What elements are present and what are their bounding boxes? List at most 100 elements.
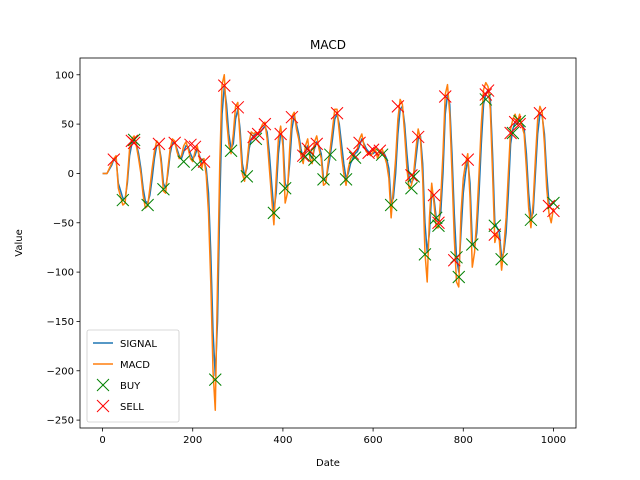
buy-marker (339, 173, 353, 186)
sell-marker (508, 115, 522, 129)
sell-marker (258, 117, 272, 131)
buy-marker (348, 151, 362, 165)
legend-swatch-sell (96, 399, 110, 413)
x-axis: 0 200 400 600 800 1000 (99, 428, 566, 446)
buy-marker (323, 148, 337, 162)
legend-label-buy: BUY (120, 381, 141, 392)
y-tick-label: −150 (47, 317, 74, 328)
buy-marker (177, 155, 191, 168)
buy-marker (278, 181, 292, 195)
x-tick-label: 200 (183, 435, 202, 446)
buy-marker (407, 170, 421, 183)
chart-title: MACD (310, 38, 346, 52)
buy-marker (317, 173, 330, 186)
buy-marker (224, 144, 238, 158)
sell-marker (427, 188, 441, 202)
sell-marker (547, 204, 560, 218)
sell-marker (353, 136, 366, 150)
sell-marker (432, 216, 445, 230)
legend-item-macd: MACD (93, 360, 150, 371)
buy-marker (506, 126, 520, 140)
x-axis-label: Date (316, 458, 340, 469)
legend-box (86, 329, 180, 423)
sell-marker (461, 153, 475, 166)
x-tick-label: 1000 (541, 435, 566, 446)
buy-marker (375, 148, 389, 162)
series-layer (102, 74, 560, 411)
legend-label-sell: SELL (120, 402, 144, 413)
y-tick-label: −50 (53, 218, 74, 229)
x-tick-label: 600 (364, 435, 383, 446)
y-tick-label: −200 (47, 366, 74, 377)
buy-series (116, 93, 560, 387)
sell-marker (188, 140, 202, 154)
sell-marker (285, 110, 299, 124)
sell-marker (168, 136, 182, 150)
buy-marker (452, 270, 466, 284)
sell-marker (479, 88, 493, 101)
sell-marker (513, 117, 526, 131)
buy-marker (267, 206, 281, 220)
legend-item-signal: SIGNAL (93, 339, 157, 350)
legend-label-signal: SIGNAL (120, 339, 157, 350)
sell-marker (274, 127, 288, 141)
macd-line (102, 74, 555, 411)
buy-marker (208, 373, 222, 387)
buy-marker (488, 219, 502, 233)
sell-marker (127, 136, 141, 150)
legend-item-sell: SELL (96, 399, 144, 413)
sell-marker (438, 90, 452, 103)
signal-series (102, 85, 555, 377)
sell-marker (152, 137, 166, 151)
buy-marker (479, 93, 493, 106)
sell-series (107, 79, 560, 267)
sell-marker (488, 228, 502, 241)
sell-marker (330, 106, 344, 120)
sell-marker (296, 149, 310, 163)
legend-label-macd: MACD (120, 360, 150, 371)
sell-marker (184, 138, 197, 152)
legend-item-buy: BUY (96, 378, 141, 392)
sell-marker (346, 147, 360, 161)
buy-marker (432, 219, 445, 233)
buy-marker (116, 193, 130, 207)
buy-marker (429, 211, 443, 225)
buy-marker (190, 158, 204, 171)
y-tick-label: 50 (61, 120, 74, 131)
sell-marker (107, 153, 121, 166)
sell-marker (251, 127, 265, 141)
x-tick-label: 800 (454, 435, 473, 446)
buy-marker (465, 238, 479, 251)
buy-marker (384, 198, 398, 212)
x-tick-label: 400 (273, 435, 292, 446)
buy-marker (308, 153, 321, 166)
y-tick-label: 100 (55, 70, 74, 81)
buy-marker (495, 252, 508, 266)
sell-marker (411, 130, 425, 144)
buy-marker (141, 198, 154, 212)
y-tick-label: 0 (68, 169, 74, 180)
buy-marker (418, 247, 432, 261)
sell-marker (481, 84, 495, 97)
buy-marker (405, 181, 418, 195)
signal-line (102, 85, 555, 377)
sell-marker (533, 106, 547, 120)
sell-marker (405, 169, 418, 182)
sell-marker (310, 137, 324, 151)
sell-marker (197, 155, 211, 168)
buy-marker (127, 133, 141, 147)
sell-marker (301, 142, 315, 156)
legend: SIGNAL MACD BUY SELL (86, 329, 180, 423)
plot-frame (79, 57, 577, 429)
plot-area (79, 57, 577, 429)
y-tick-label: −100 (47, 268, 74, 279)
buy-marker (513, 114, 526, 128)
legend-swatch-buy (96, 378, 110, 392)
buy-marker (524, 213, 538, 227)
buy-marker (157, 182, 170, 196)
y-axis: −250 −200 −150 −100 −50 0 50 100 (47, 70, 80, 427)
sell-marker (391, 99, 405, 113)
macd-series (102, 74, 555, 411)
y-axis-label: Value (14, 229, 25, 256)
